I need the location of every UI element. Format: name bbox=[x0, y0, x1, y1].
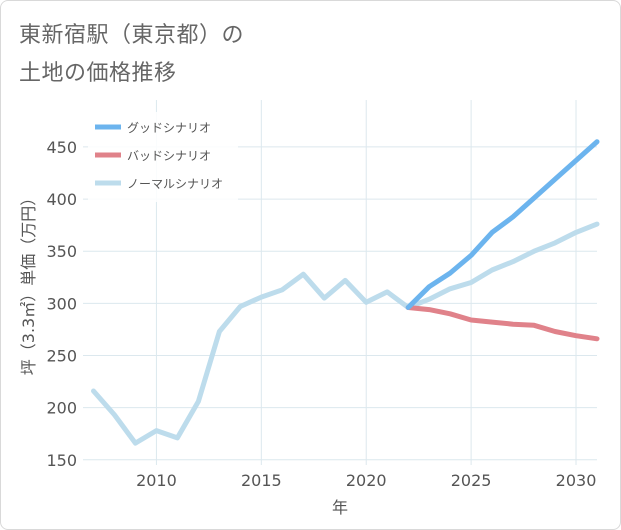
x-axis-ticks: 2010 2015 2020 2025 2030 bbox=[136, 471, 596, 490]
y-tick-label: 450 bbox=[46, 138, 77, 157]
y-axis-title: 坪（3.3㎡）単価（万円） bbox=[19, 190, 38, 375]
x-tick-label: 2025 bbox=[451, 471, 492, 490]
series-line-1 bbox=[405, 305, 600, 342]
legend-label-0: グッドシナリオ bbox=[127, 121, 211, 135]
chart-title: 東新宿駅（東京都）の 土地の価格推移 bbox=[19, 17, 244, 93]
y-tick-label: 400 bbox=[46, 190, 77, 209]
y-tick-label: 200 bbox=[46, 399, 77, 418]
series-line-2 bbox=[91, 221, 600, 446]
y-axis-ticks: 150 200 250 300 350 400 450 bbox=[46, 138, 77, 470]
chart-title-line-2: 土地の価格推移 bbox=[19, 61, 177, 86]
legend-label-1: バッドシナリオ bbox=[127, 149, 211, 163]
y-tick-label: 150 bbox=[46, 451, 77, 470]
legend-label-2: ノーマルシナリオ bbox=[127, 177, 223, 191]
y-tick-label: 300 bbox=[46, 294, 77, 313]
y-tick-label: 250 bbox=[46, 347, 77, 366]
x-tick-label: 2030 bbox=[556, 471, 597, 490]
x-axis-title: 年 bbox=[332, 498, 348, 517]
y-tick-label: 350 bbox=[46, 242, 77, 261]
x-tick-label: 2020 bbox=[346, 471, 387, 490]
chart-title-line-1: 東新宿駅（東京都）の bbox=[19, 23, 245, 48]
series-lines bbox=[91, 139, 600, 446]
x-tick-label: 2010 bbox=[136, 471, 177, 490]
x-tick-label: 2015 bbox=[241, 471, 282, 490]
series-line-0 bbox=[405, 139, 600, 310]
